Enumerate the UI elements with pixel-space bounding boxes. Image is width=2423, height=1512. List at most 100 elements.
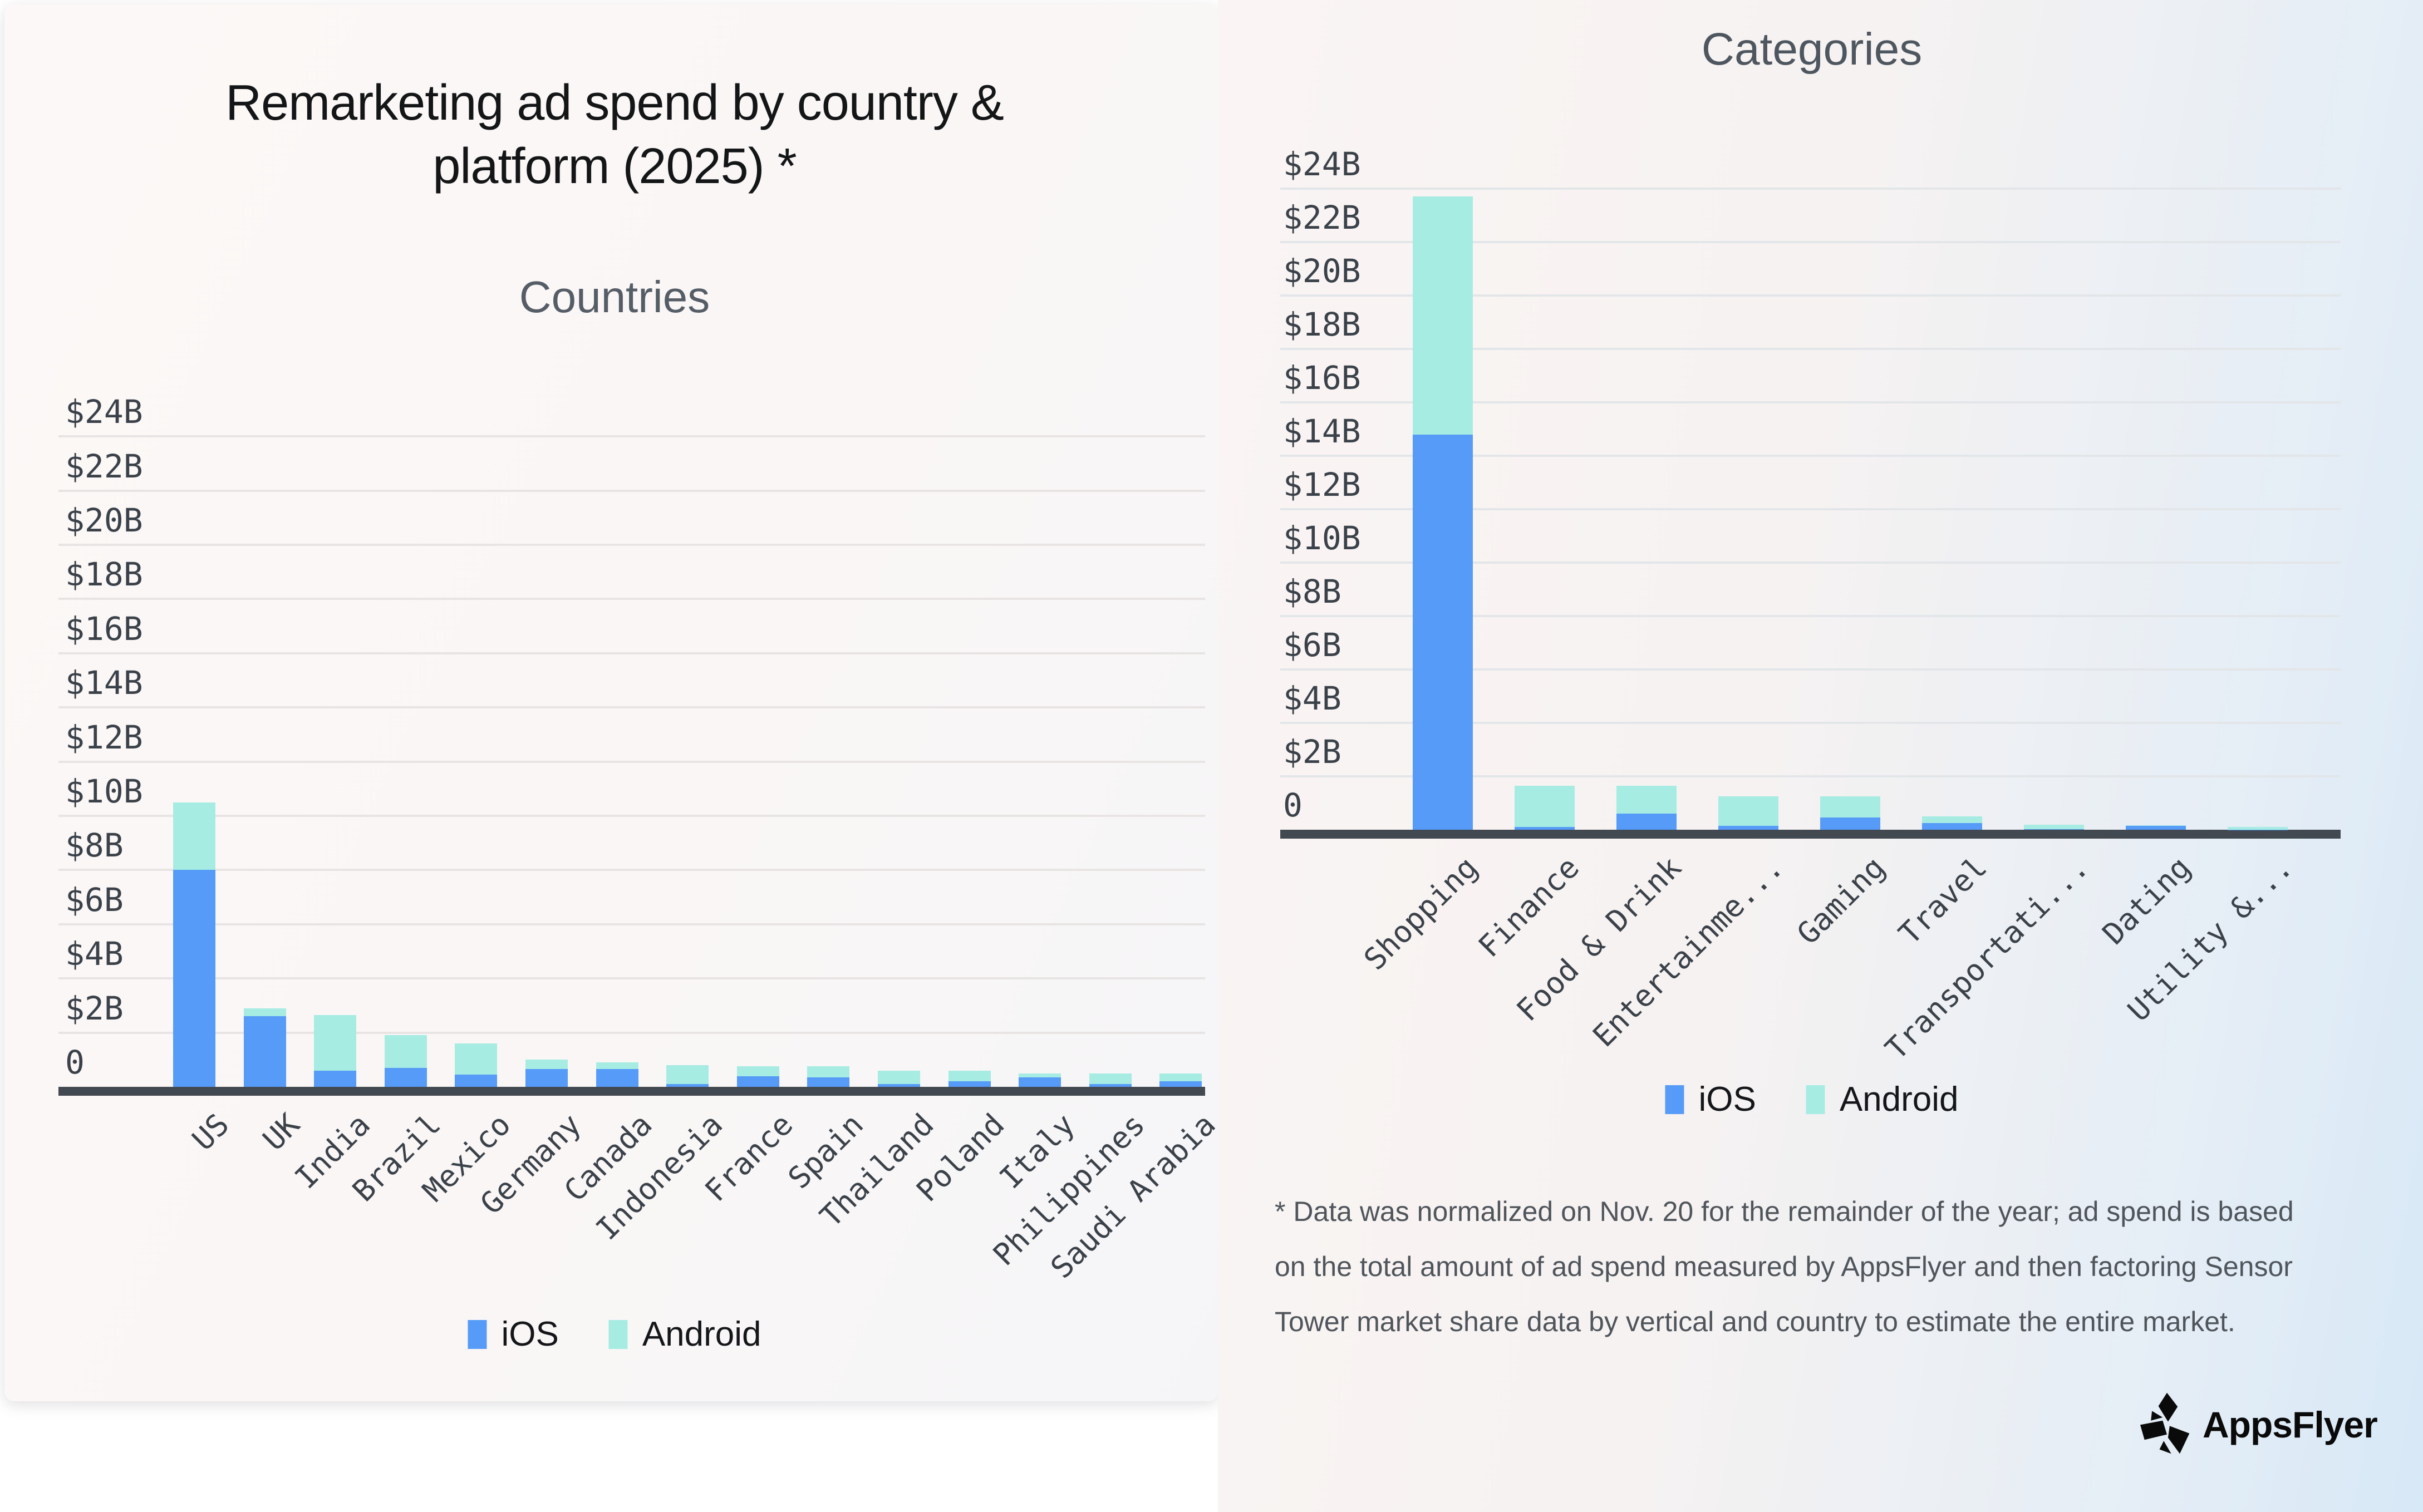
bar-segment-android-Saudi Arabia <box>1159 1073 1202 1082</box>
gridline <box>1280 508 2341 510</box>
bar-segment-android-Spain <box>807 1066 850 1077</box>
bar-segment-android-France <box>736 1066 779 1076</box>
bar-segment-android-Transportati... <box>2024 824 2084 829</box>
page-title: Remarketing ad spend by country & platfo… <box>114 71 1115 198</box>
legend-label: iOS <box>501 1315 559 1353</box>
bar-segment-ios-Dating <box>2126 825 2186 830</box>
bar-segment-ios-Canada <box>596 1069 638 1087</box>
bar-segment-android-Food & Drink <box>1616 785 1677 814</box>
y-axis-tick-label: $14B <box>65 664 143 702</box>
y-axis-tick-label: $10B <box>1283 519 1361 557</box>
bar-segment-android-Philippines <box>1089 1073 1132 1085</box>
gridline <box>1280 241 2341 243</box>
bar-segment-android-UK <box>243 1008 286 1017</box>
bar-segment-android-Brazil <box>384 1035 427 1068</box>
bar-segment-ios-Poland <box>948 1081 991 1087</box>
bar-segment-android-Thailand <box>878 1070 920 1085</box>
bar-segment-android-Dating <box>2126 825 2186 826</box>
categories-legend: iOS Android <box>1665 1080 1959 1119</box>
bar-segment-android-Italy <box>1019 1073 1061 1077</box>
gridline <box>58 977 1205 980</box>
legend-label: Android <box>642 1315 761 1353</box>
bar-segment-ios-Travel <box>1922 823 1982 830</box>
legend-item-ios: iOS <box>1665 1080 1756 1119</box>
countries-card <box>4 4 1218 1401</box>
gridline <box>1280 188 2341 190</box>
y-axis-tick-label: $2B <box>1283 733 1341 771</box>
bar-segment-ios-France <box>736 1076 779 1087</box>
bar-segment-android-Indonesia <box>666 1065 709 1085</box>
bar-segment-ios-Indonesia <box>666 1084 709 1087</box>
bar-segment-ios-Philippines <box>1089 1084 1132 1087</box>
y-axis-tick-label: $8B <box>1283 573 1341 610</box>
gridline <box>58 1031 1205 1034</box>
gridline <box>58 869 1205 871</box>
y-axis-tick-label: $16B <box>65 609 143 648</box>
android-swatch-icon <box>608 1319 628 1349</box>
data-footnote: * Data was normalized on Nov. 20 for the… <box>1275 1184 2366 1350</box>
gridline <box>1280 562 2341 564</box>
bar-segment-ios-Entertainme... <box>1718 825 1778 830</box>
gridline <box>1280 775 2341 777</box>
y-axis-tick-label: $24B <box>1283 145 1361 183</box>
y-axis-tick-label: $22B <box>65 447 143 485</box>
gridline <box>58 923 1205 925</box>
bar-segment-ios-Mexico <box>455 1075 498 1087</box>
bar-segment-ios-UK <box>243 1016 286 1087</box>
countries-chart-title: Countries <box>519 272 710 322</box>
gridline <box>1280 722 2341 724</box>
legend-item-android: Android <box>1806 1080 1959 1119</box>
footnote-line-3: Tower market share data by vertical and … <box>1275 1306 2235 1337</box>
y-axis-tick-label: $24B <box>65 393 143 431</box>
y-axis-tick-label: 0 <box>65 1043 85 1081</box>
y-axis-tick-label: $8B <box>65 826 124 865</box>
gridline <box>58 489 1205 492</box>
bar-segment-android-Canada <box>596 1062 638 1070</box>
bar-segment-android-Poland <box>948 1070 991 1082</box>
y-axis-tick-label: $20B <box>65 501 143 539</box>
y-axis-tick-label: $6B <box>1283 626 1341 664</box>
bar-segment-ios-Italy <box>1019 1077 1061 1087</box>
legend-item-ios: iOS <box>468 1314 559 1354</box>
y-axis-tick-label: $4B <box>1283 679 1341 717</box>
bar-segment-ios-Spain <box>807 1077 850 1087</box>
legend-item-android: Android <box>608 1314 761 1354</box>
gridline <box>58 815 1205 817</box>
appsflyer-logo: AppsFlyer <box>2140 1391 2378 1458</box>
bar-segment-android-US <box>173 802 215 870</box>
y-axis-tick-label: $12B <box>1283 466 1361 504</box>
bar-segment-ios-Saudi Arabia <box>1159 1081 1202 1087</box>
y-axis-tick-label: $22B <box>1283 199 1361 237</box>
gridline <box>58 544 1205 546</box>
legend-label: Android <box>1839 1080 1959 1119</box>
y-axis-tick-label: $2B <box>65 989 124 1027</box>
gridline <box>1280 455 2341 457</box>
x-axis-line <box>58 1087 1205 1096</box>
x-axis-line <box>1280 830 2341 839</box>
categories-chart-title: Categories <box>1701 24 1923 75</box>
y-axis-tick-label: $6B <box>65 880 124 919</box>
bar-segment-ios-Thailand <box>878 1084 920 1087</box>
y-axis-tick-label: $18B <box>65 555 143 594</box>
bar-segment-android-Shopping <box>1413 196 1473 435</box>
gridline <box>1280 348 2341 350</box>
gridline <box>58 760 1205 763</box>
page-title-line-1: Remarketing ad spend by country & <box>225 75 1004 131</box>
bar-segment-ios-Shopping <box>1413 434 1473 830</box>
ios-swatch-icon <box>1665 1085 1684 1114</box>
bar-segment-android-India <box>314 1014 357 1071</box>
y-axis-tick-label: $4B <box>65 935 124 973</box>
bar-segment-ios-Brazil <box>384 1067 427 1087</box>
ios-swatch-icon <box>468 1319 487 1349</box>
bar-segment-android-Mexico <box>455 1043 498 1075</box>
y-axis-tick-label: $20B <box>1283 252 1361 290</box>
gridline <box>58 435 1205 438</box>
gridline <box>1280 294 2341 297</box>
y-axis-tick-label: 0 <box>1283 786 1303 824</box>
appsflyer-logo-icon <box>2140 1392 2194 1457</box>
gridline <box>58 652 1205 654</box>
android-swatch-icon <box>1806 1085 1825 1114</box>
legend-label: iOS <box>1698 1080 1756 1119</box>
y-axis-tick-label: $18B <box>1283 306 1361 343</box>
countries-bar-chart: 0 $2B $4B $6B $8B $10B $12B $14B $16B $18B $20B $22… <box>58 393 1222 1285</box>
